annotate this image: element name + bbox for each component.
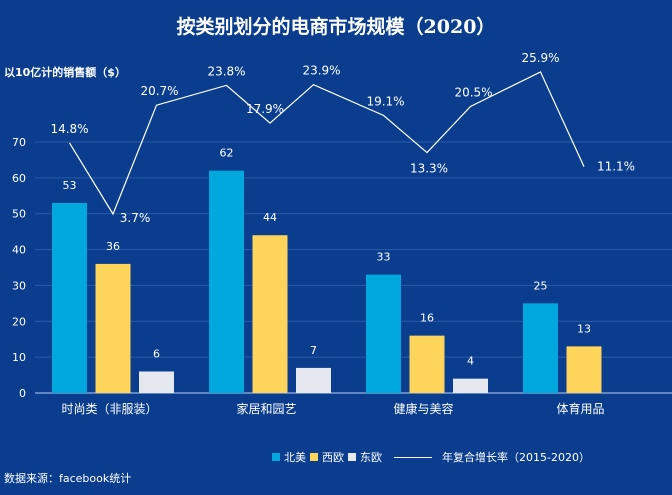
legend-label-na: 北美 (284, 451, 306, 464)
bar (296, 367, 331, 393)
bar (252, 235, 288, 393)
cagr-label: 23.9% (302, 64, 340, 78)
y-tick-label: 20 (12, 315, 26, 328)
bar (95, 263, 131, 393)
y-tick-label: 30 (12, 279, 26, 292)
y-tick-label: 10 (12, 351, 26, 364)
legend-swatch-ee (348, 453, 356, 461)
cagr-label: 17.9% (246, 102, 284, 116)
y-tick-label: 40 (12, 244, 26, 257)
source-note: 数据来源：facebook统计 (4, 472, 132, 485)
bar-value-label: 44 (263, 211, 277, 224)
cagr-label: 14.8% (50, 122, 88, 136)
y-tick-label: 0 (19, 387, 26, 400)
bar (409, 335, 445, 393)
bar-value-label: 53 (63, 179, 77, 192)
legend: 北美 西欧 东欧 年复合增长率（2015-2020） (272, 449, 590, 465)
y-tick-label: 60 (12, 172, 26, 185)
chart-title: 按类别划分的电商市场规模（2020） (176, 16, 496, 38)
bar-value-label: 6 (153, 347, 160, 360)
y-tick-label: 70 (12, 136, 26, 149)
bar-value-label: 16 (420, 312, 434, 325)
bar-value-label: 7 (310, 344, 317, 357)
cagr-label: 11.1% (597, 160, 635, 174)
bar (566, 346, 602, 393)
bar-value-label: 4 (467, 355, 474, 368)
bar-value-label: 33 (377, 251, 391, 264)
x-tick-label: 体育用品 (556, 401, 604, 416)
x-tick-label: 健康与美容 (393, 401, 453, 416)
cagr-label: 3.7% (120, 211, 151, 225)
bar (209, 170, 244, 393)
legend-swatch-we (310, 453, 318, 461)
legend-swatch-na (272, 453, 280, 461)
cagr-label: 25.9% (521, 51, 559, 65)
legend-label-ee: 东欧 (360, 451, 382, 464)
cagr-label: 23.8% (207, 64, 245, 78)
x-tick-label: 时尚类（非服装） (61, 402, 157, 416)
bar (523, 303, 558, 393)
cagr-label: 13.3% (410, 162, 448, 176)
bar-value-label: 62 (220, 147, 234, 160)
legend-label-cagr: 年复合增长率（2015-2020） (442, 451, 590, 464)
y-axis-label: 以10亿计的销售额（$） (4, 66, 126, 79)
legend-line-swatch (394, 456, 432, 458)
bar-value-label: 36 (106, 240, 120, 253)
bar (52, 202, 87, 393)
cagr-label: 19.1% (366, 94, 404, 108)
bar-value-label: 25 (534, 279, 548, 292)
cagr-label: 20.5% (454, 85, 492, 99)
x-tick-label: 家居和园艺 (236, 401, 296, 416)
bar-value-label: 13 (577, 322, 591, 335)
y-tick-label: 50 (12, 208, 26, 221)
cagr-label: 20.7% (140, 84, 178, 98)
bar (453, 378, 488, 393)
legend-label-we: 西欧 (322, 451, 344, 464)
bar (366, 274, 401, 393)
bar (139, 371, 174, 393)
